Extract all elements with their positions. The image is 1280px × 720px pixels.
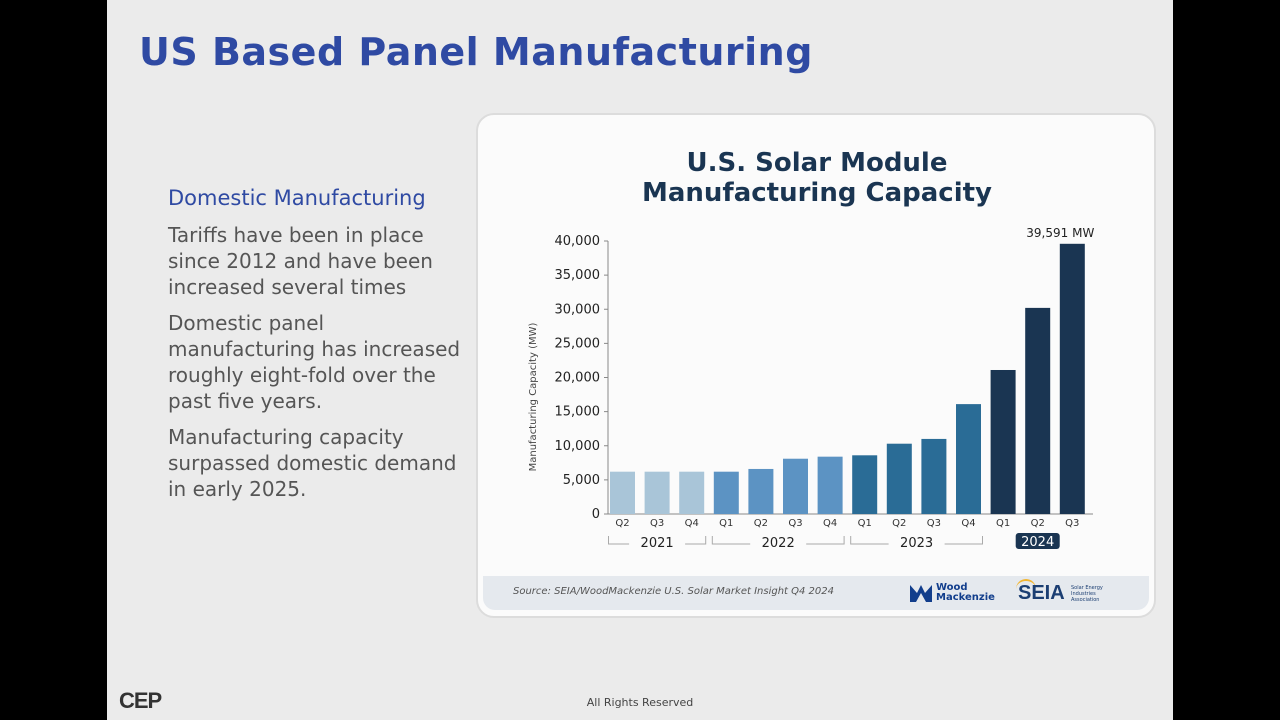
- chart-card: U.S. Solar Module Manufacturing Capacity…: [476, 113, 1156, 618]
- year-2024-highlight: [1015, 533, 1060, 549]
- chart-title-line-2: Manufacturing Capacity: [642, 178, 992, 208]
- paragraph-growth: Domestic panel manufacturing has increas…: [168, 311, 461, 413]
- bar-1: [610, 471, 635, 514]
- x-tick-label: Q2: [615, 518, 629, 529]
- x-tick-label: Q1: [996, 518, 1010, 529]
- y-axis-label: Manufacturing Capacity (MW): [528, 323, 539, 472]
- year-bracket-right: [806, 536, 845, 545]
- year-bracket-right: [685, 536, 707, 545]
- bar-4: [713, 471, 739, 514]
- wood-mackenzie-wordmark: Wood Mackenzie: [936, 582, 995, 603]
- x-tick-label: Q2: [892, 518, 906, 529]
- y-tick-label: 10,000: [555, 439, 601, 454]
- year-bracket-left: [711, 536, 751, 545]
- year-label-2021: 2021: [641, 536, 674, 551]
- y-tick-label: 0: [592, 507, 600, 522]
- capacity-bar-chart: U.S. Solar Module Manufacturing Capacity…: [528, 148, 1094, 551]
- x-tick-label: Q3: [788, 518, 802, 529]
- bar-13: [1025, 307, 1051, 514]
- y-tick-label: 15,000: [555, 405, 601, 420]
- year-label-2024: 2024: [1021, 535, 1054, 550]
- bar-14: [1059, 243, 1085, 514]
- bar-9: [886, 443, 912, 514]
- year-bracket-left: [850, 536, 889, 545]
- slide: US Based Panel Manufacturing Domestic Ma…: [107, 0, 1173, 720]
- bar-8: [852, 455, 878, 514]
- x-tick-label: Q3: [650, 518, 664, 529]
- x-tick-label: Q4: [823, 518, 837, 529]
- x-tick-label: Q4: [961, 518, 975, 529]
- year-bracket-left: [608, 536, 630, 545]
- x-tick-label: Q4: [685, 518, 699, 529]
- paragraph-capacity: Manufacturing capacity surpassed domesti…: [168, 425, 457, 501]
- bar-11: [956, 404, 981, 514]
- x-tick-label: Q3: [927, 518, 941, 529]
- seia-arc-icon: [1016, 579, 1036, 595]
- x-tick-label: Q2: [1031, 518, 1045, 529]
- x-tick-label: Q1: [858, 518, 872, 529]
- seia-tagline: Solar Energy Industries Association: [1071, 585, 1103, 603]
- y-tick-label: 35,000: [555, 268, 601, 283]
- bar-3: [679, 471, 705, 514]
- y-tick-label: 30,000: [555, 302, 601, 317]
- bar-6: [783, 458, 808, 514]
- y-tick-label: 25,000: [555, 336, 601, 351]
- source-strip: Source: SEIA/WoodMackenzie U.S. Solar Ma…: [483, 576, 1149, 610]
- bar-5: [748, 468, 774, 514]
- seia-logo: SEIA Solar Energy Industries Association: [1016, 578, 1126, 608]
- text-column: Domestic Manufacturing Tariffs have been…: [168, 186, 468, 512]
- year-label-2023: 2023: [900, 536, 933, 551]
- y-tick-label: 5,000: [563, 473, 600, 488]
- x-tick-label: Q3: [1065, 518, 1079, 529]
- x-tick-label: Q2: [754, 518, 768, 529]
- chart-title-line-1: U.S. Solar Module: [687, 148, 948, 178]
- section-heading: Domestic Manufacturing: [168, 186, 426, 210]
- bar-2: [644, 471, 670, 514]
- seia-wordmark: SEIA: [1018, 582, 1065, 604]
- wood-mackenzie-logo: Wood Mackenzie: [910, 583, 1010, 605]
- source-text: Source: SEIA/WoodMackenzie U.S. Solar Ma…: [513, 586, 835, 597]
- paragraph-tariffs: Tariffs have been in place since 2012 an…: [168, 223, 433, 299]
- bar-7: [817, 456, 843, 514]
- bar-12: [990, 369, 1016, 514]
- year-label-2022: 2022: [762, 536, 795, 551]
- slide-title: US Based Panel Manufacturing: [139, 30, 813, 74]
- bar-annotation-label: 39,591 MW: [1026, 226, 1094, 240]
- cep-logo: CEP: [119, 688, 162, 713]
- footer-text: All Rights Reserved: [586, 696, 694, 709]
- wood-mackenzie-icon: [910, 585, 932, 602]
- x-tick-label: Q1: [719, 518, 733, 529]
- y-tick-label: 40,000: [555, 234, 601, 249]
- year-bracket-right: [944, 536, 983, 545]
- y-tick-label: 20,000: [555, 371, 601, 386]
- bar-10: [921, 438, 947, 514]
